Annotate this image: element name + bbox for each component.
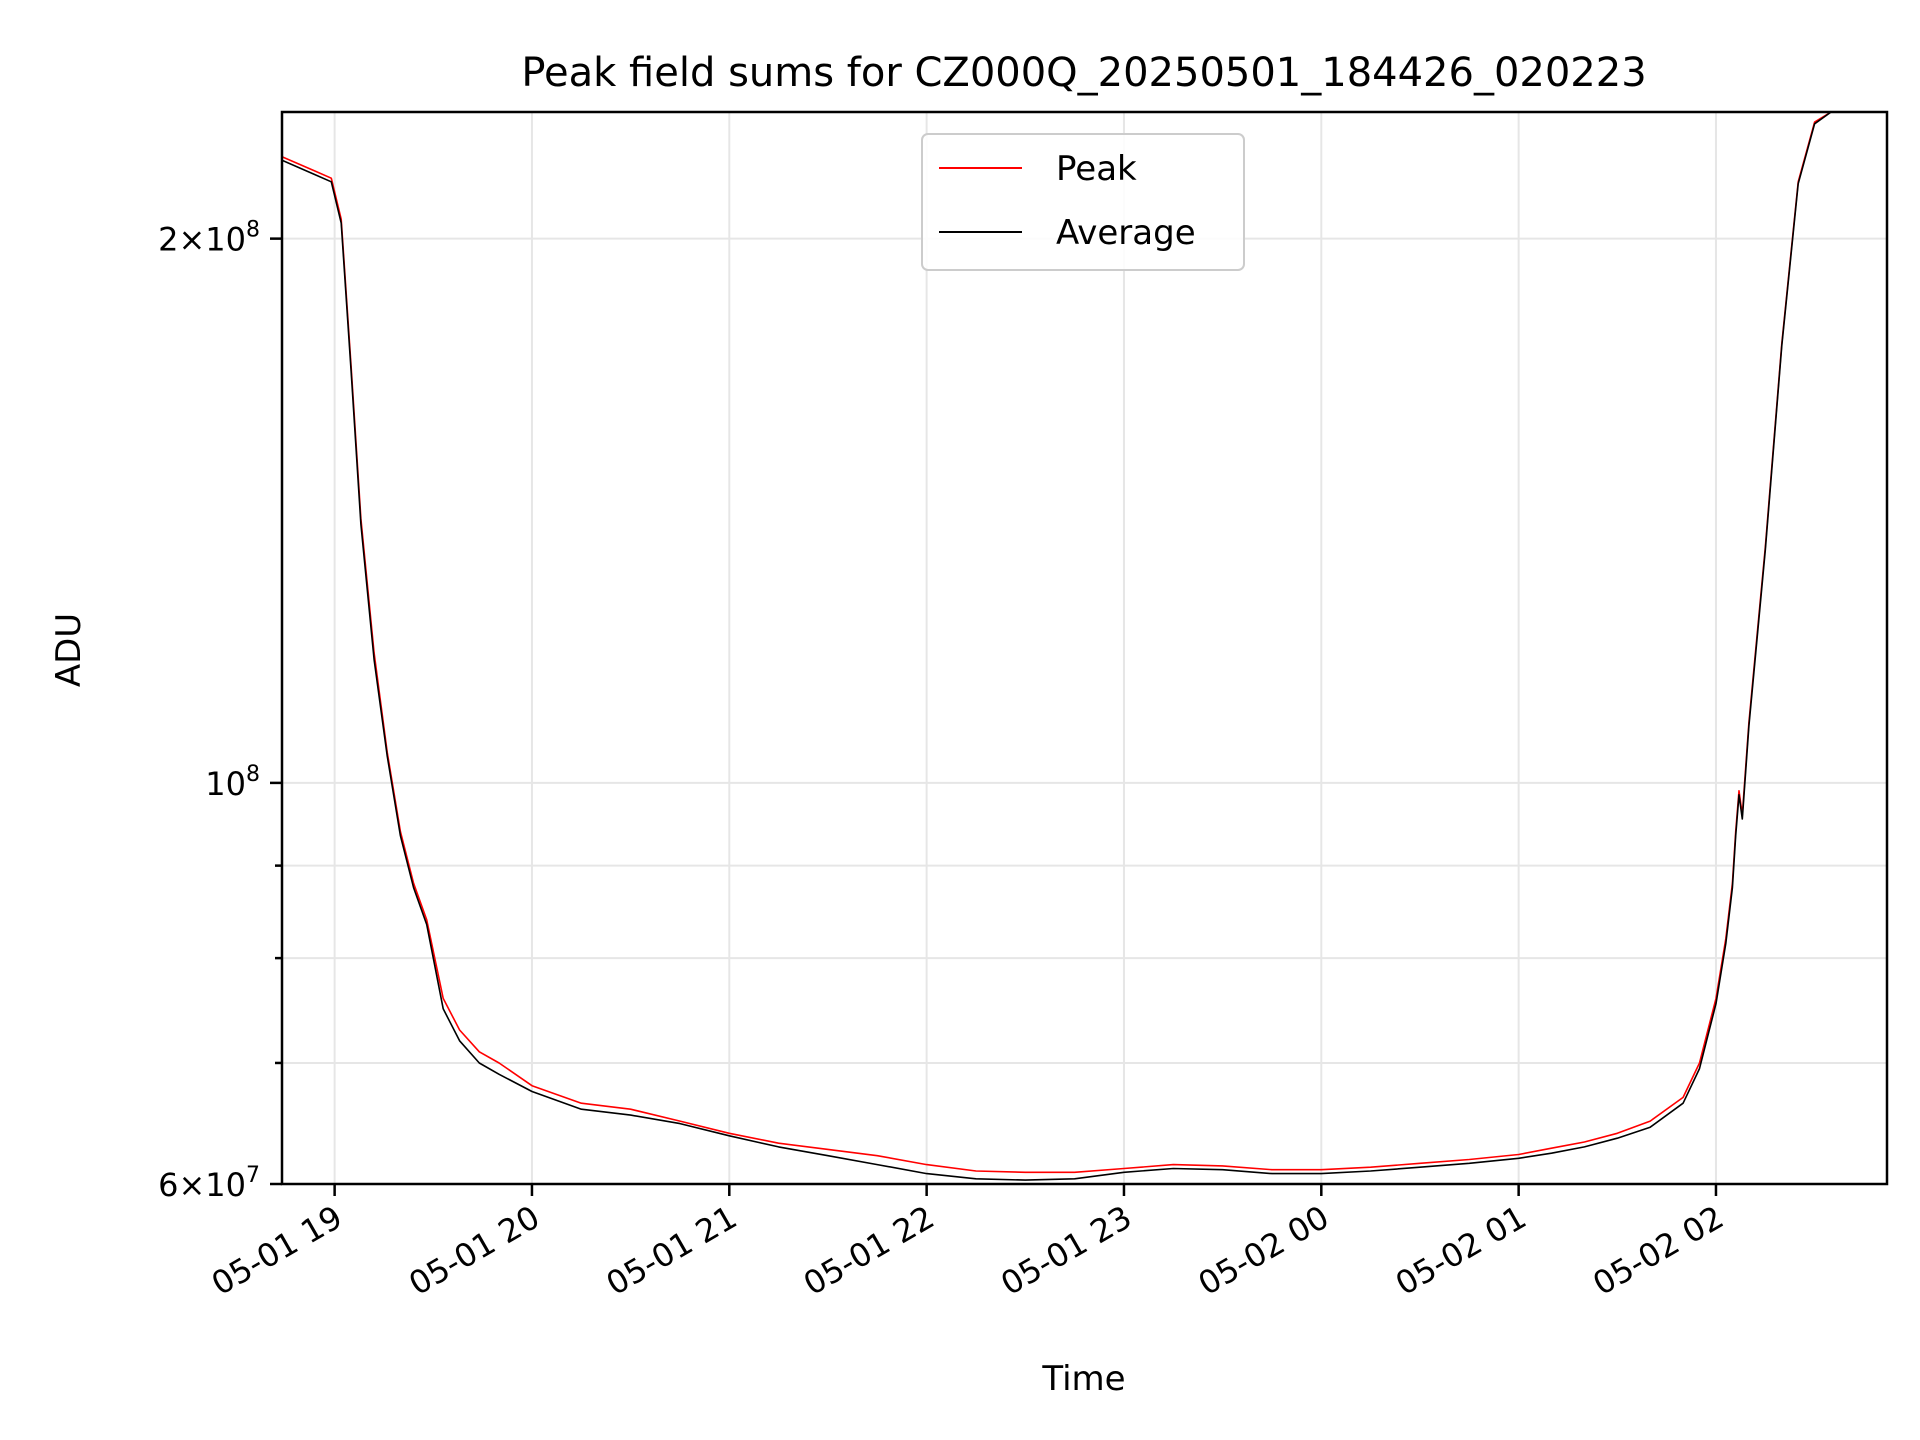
legend-label-peak: Peak	[1056, 149, 1137, 189]
y-tick-label-base: 10	[205, 765, 246, 803]
series-layer	[282, 112, 1887, 1181]
chart-title: Peak field sums for CZ000Q_20250501_1844…	[521, 50, 1646, 96]
y-tick-label-exponent: 8	[246, 762, 260, 787]
y-tick-label-base: 6×10	[158, 1166, 246, 1204]
y-tick-label-exponent: 8	[246, 218, 260, 243]
x-axis-label: Time	[1041, 1359, 1125, 1399]
plot-frame	[280, 110, 1889, 1186]
y-tick-label: 108	[205, 762, 260, 803]
y-tick-label: 6×107	[158, 1163, 260, 1204]
y-axis-label: ADU	[49, 613, 89, 687]
series-line-average	[282, 112, 1887, 1181]
legend-label-average: Average	[1056, 213, 1196, 253]
y-tick-label-exponent: 7	[246, 1163, 260, 1188]
y-tick-label-base: 2×10	[158, 221, 246, 259]
y-tick-label: 2×108	[158, 218, 260, 259]
legend: Peak Average	[921, 133, 1245, 271]
